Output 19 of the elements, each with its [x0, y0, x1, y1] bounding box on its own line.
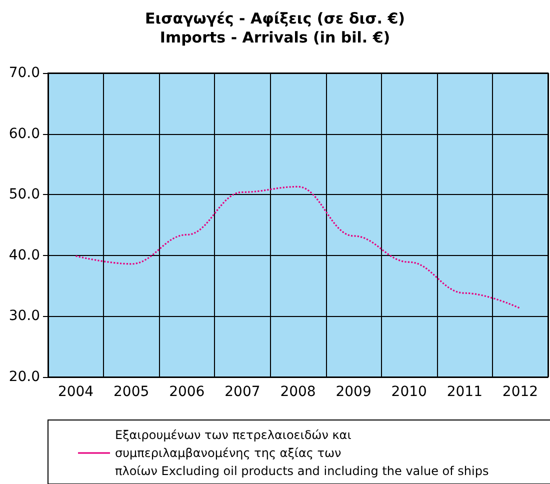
- line-series: [74, 186, 522, 310]
- legend-label: Εξαιρουμένων των πετρελαιοειδών και συμπεριλαμβανομένης της αξίας των πλοίων Excluding oil products and including the value of ships: [115, 428, 489, 478]
- x-tick-label: 2010: [391, 384, 427, 400]
- x-tick-label: 2004: [58, 384, 94, 400]
- chart-subtitle: Imports - Arrivals (in bil. €): [160, 28, 390, 46]
- y-tick-label: 40.0: [8, 247, 40, 264]
- x-tick-label: 2012: [502, 384, 538, 400]
- chart-title: Εισαγωγές - Αφίξεις (σε δισ. €): [145, 10, 405, 28]
- x-tick-label: 2005: [114, 384, 150, 400]
- x-tick-label: 2008: [280, 384, 316, 400]
- x-tick-label: 2006: [169, 384, 205, 400]
- x-tick-label: 2009: [336, 384, 372, 400]
- y-tick-label: 50.0: [8, 186, 40, 203]
- y-tick-label: 20.0: [8, 369, 40, 385]
- y-tick-label: 30.0: [8, 308, 40, 324]
- x-tick-label: 2011: [446, 384, 482, 400]
- y-tick-label: 70.0: [8, 65, 40, 81]
- x-tick-label: 2007: [224, 384, 260, 400]
- y-tick-label: 60.0: [8, 126, 40, 142]
